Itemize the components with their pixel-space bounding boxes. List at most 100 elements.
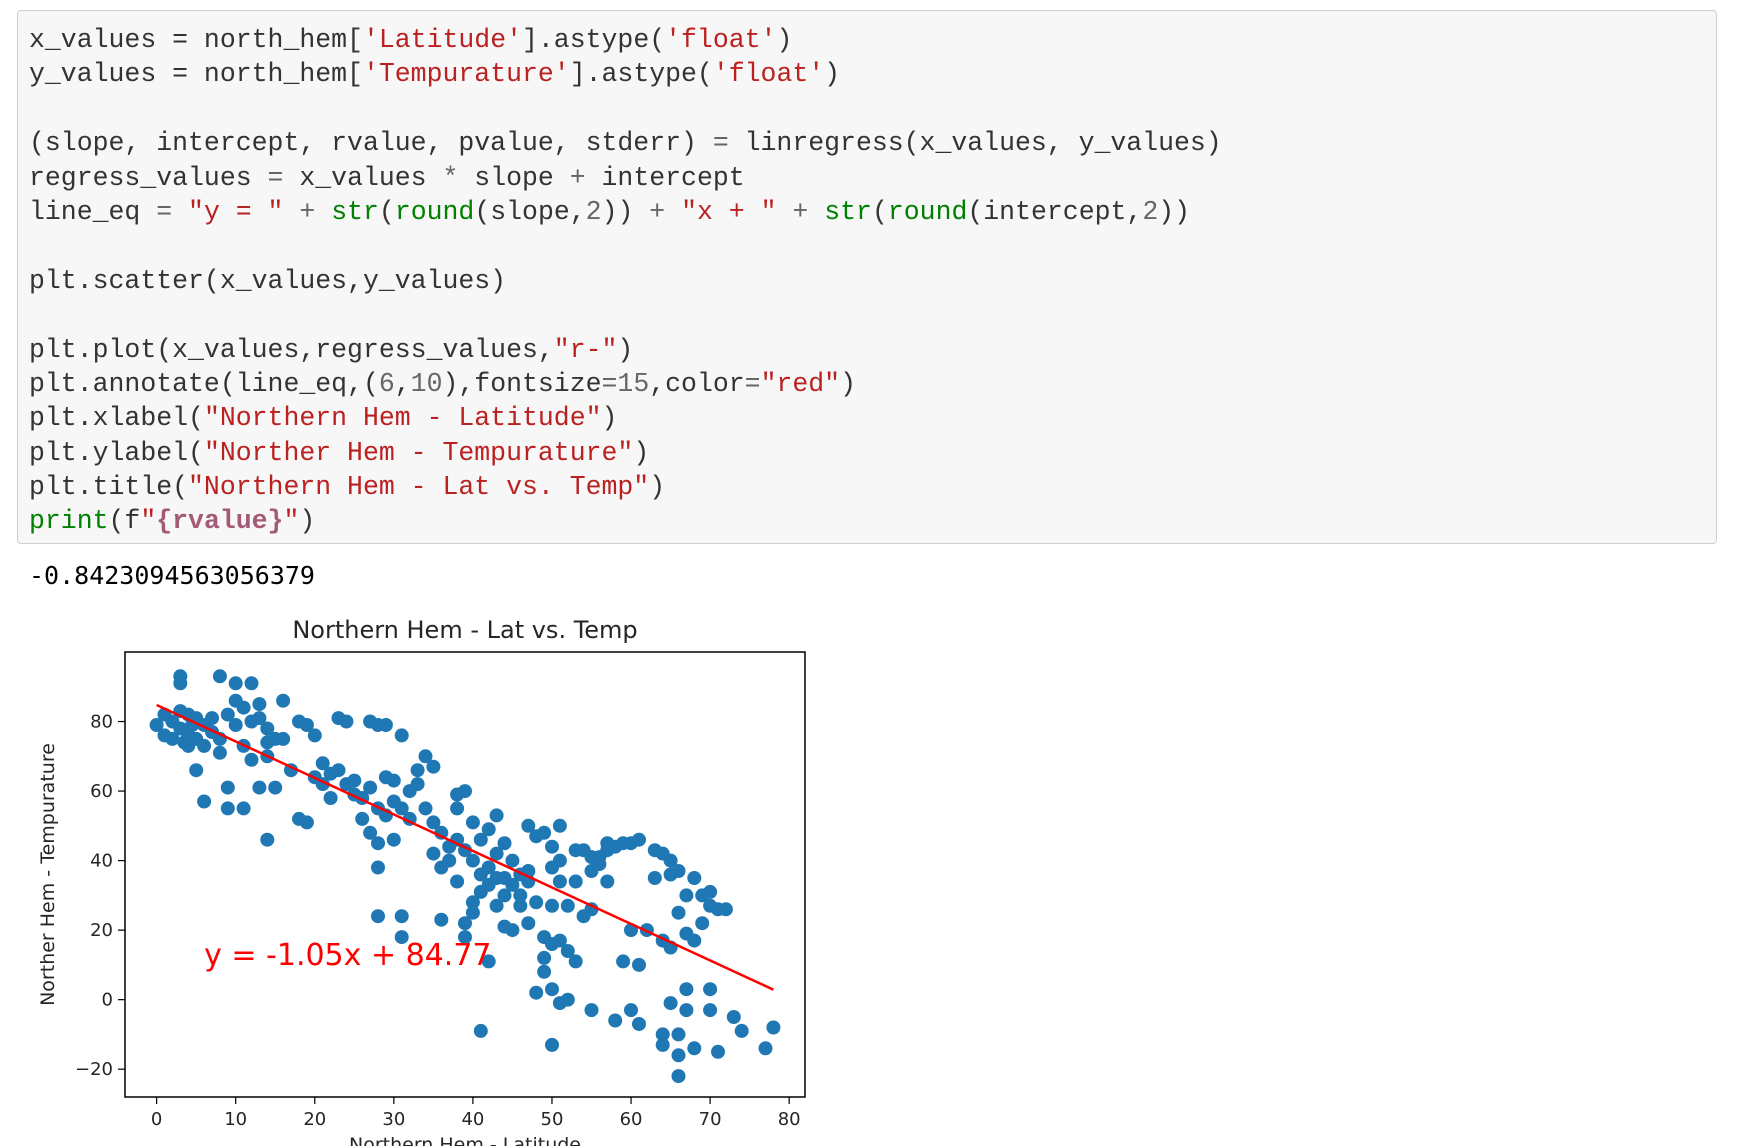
scatter-point <box>726 1010 741 1024</box>
scatter-point <box>363 825 378 840</box>
scatter-point <box>481 954 496 969</box>
code-token: (intercept, <box>967 196 1143 227</box>
code-token: )) <box>1158 196 1191 227</box>
scatter-point <box>386 832 401 847</box>
scatter-point <box>671 1069 686 1084</box>
scatter-point <box>545 898 559 913</box>
scatter-point <box>695 916 710 931</box>
scatter-point <box>758 1041 773 1056</box>
scatter-point <box>465 895 480 910</box>
scatter-point <box>252 711 267 726</box>
code-token: ) <box>840 368 856 399</box>
code-token: 2 <box>585 196 602 227</box>
scatter-point <box>505 877 520 892</box>
scatter-point <box>450 801 465 816</box>
code-token: = <box>156 196 173 227</box>
code-token: plt.plot(x_values,regress_values, <box>29 334 554 365</box>
scatter-point <box>371 860 385 875</box>
scatter-point <box>489 846 504 861</box>
y-tick-label: −20 <box>75 1059 113 1080</box>
scatter-point <box>450 874 465 889</box>
scatter-point <box>552 853 567 868</box>
scatter-point <box>537 964 552 979</box>
scatter-point <box>655 1037 670 1052</box>
scatter-point <box>671 864 686 878</box>
scatter-point <box>394 930 409 945</box>
code-token: 'float' <box>712 59 825 90</box>
x-tick-label: 10 <box>224 1109 247 1130</box>
scatter-point <box>347 773 362 788</box>
x-tick-label: 50 <box>541 1109 564 1130</box>
scatter-point <box>663 996 678 1011</box>
scatter-point <box>489 898 504 913</box>
code-token: print <box>29 506 109 537</box>
scatter-point <box>276 731 291 746</box>
code-line: plt.scatter(x_values,y_values) <box>29 264 1222 298</box>
scatter-point <box>592 857 607 872</box>
code-token: plt.scatter(x_values,y_values) <box>29 265 507 296</box>
x-tick-label: 0 <box>151 1109 162 1130</box>
scatter-point <box>442 853 457 868</box>
x-tick-label: 30 <box>382 1109 405 1130</box>
scatter-point <box>497 836 512 851</box>
scatter-point <box>679 982 694 997</box>
y-tick-label: 20 <box>90 920 113 941</box>
scatter-point <box>545 1037 559 1052</box>
scatter-point <box>718 902 733 917</box>
scatter-point <box>244 676 259 691</box>
scatter-point <box>197 794 212 809</box>
scatter-point <box>734 1023 749 1038</box>
scatter-point <box>529 895 544 910</box>
scatter-point <box>703 982 718 997</box>
scatter-point <box>339 714 354 729</box>
scatter-point <box>426 846 441 861</box>
scatter-point <box>331 763 346 778</box>
code-token: 'Latitude' <box>362 25 522 55</box>
regression-equation-annotation: y = -1.05x + 84.77 <box>204 938 491 973</box>
scatter-point <box>513 888 528 903</box>
scatter-point <box>173 669 188 684</box>
scatter-point <box>299 815 314 830</box>
scatter-point <box>521 818 536 833</box>
code-editor[interactable]: x_values = north_hem['Latitude'].astype(… <box>29 23 1222 539</box>
code-token: (slope, intercept, rvalue, pvalue, stder… <box>29 128 713 159</box>
scatter-point <box>260 832 275 847</box>
code-cell[interactable]: x_values = north_hem['Latitude'].astype(… <box>17 10 1717 544</box>
scatter-point <box>560 898 575 913</box>
scatter-point <box>434 912 449 927</box>
scatter-point <box>410 763 425 778</box>
code-token: 15 <box>617 368 650 399</box>
code-token: "Norther Hem - Tempurature" <box>203 437 634 468</box>
scatter-point <box>260 721 275 736</box>
code-token: ) <box>649 472 666 503</box>
scatter-point <box>679 888 694 903</box>
code-token: * <box>442 162 459 193</box>
scatter-point <box>497 888 512 903</box>
code-token: " <box>283 506 300 537</box>
code-line: plt.xlabel("Northern Hem - Latitude") <box>29 401 1222 435</box>
scatter-point <box>552 933 567 948</box>
scatter-point <box>189 763 204 778</box>
code-line: regress_values = x_values * slope + inte… <box>29 161 1222 195</box>
code-line <box>29 229 1222 263</box>
code-token: slope <box>458 162 570 193</box>
code-token: "Northern Hem - Lat vs. Temp" <box>188 472 650 503</box>
y-tick-label: 0 <box>102 990 113 1011</box>
code-token: str <box>331 196 379 227</box>
scatter-point <box>426 815 441 830</box>
chart-title: Northern Hem - Lat vs. Temp <box>292 616 637 644</box>
scatter-point <box>663 853 678 868</box>
code-token: plt.xlabel( <box>29 403 204 434</box>
scatter-point <box>418 801 433 816</box>
scatter-point <box>371 909 385 924</box>
scatter-point <box>505 923 520 938</box>
code-token <box>777 197 793 227</box>
regression-line <box>156 703 774 991</box>
code-line <box>29 92 1222 126</box>
code-line: plt.annotate(line_eq,(6,10),fontsize=15,… <box>29 367 1222 401</box>
code-token: plt.ylabel( <box>29 437 204 468</box>
scatter-point <box>465 815 480 830</box>
scatter-point <box>252 780 267 795</box>
scatter-point <box>458 930 472 945</box>
scatter-point <box>568 954 583 969</box>
